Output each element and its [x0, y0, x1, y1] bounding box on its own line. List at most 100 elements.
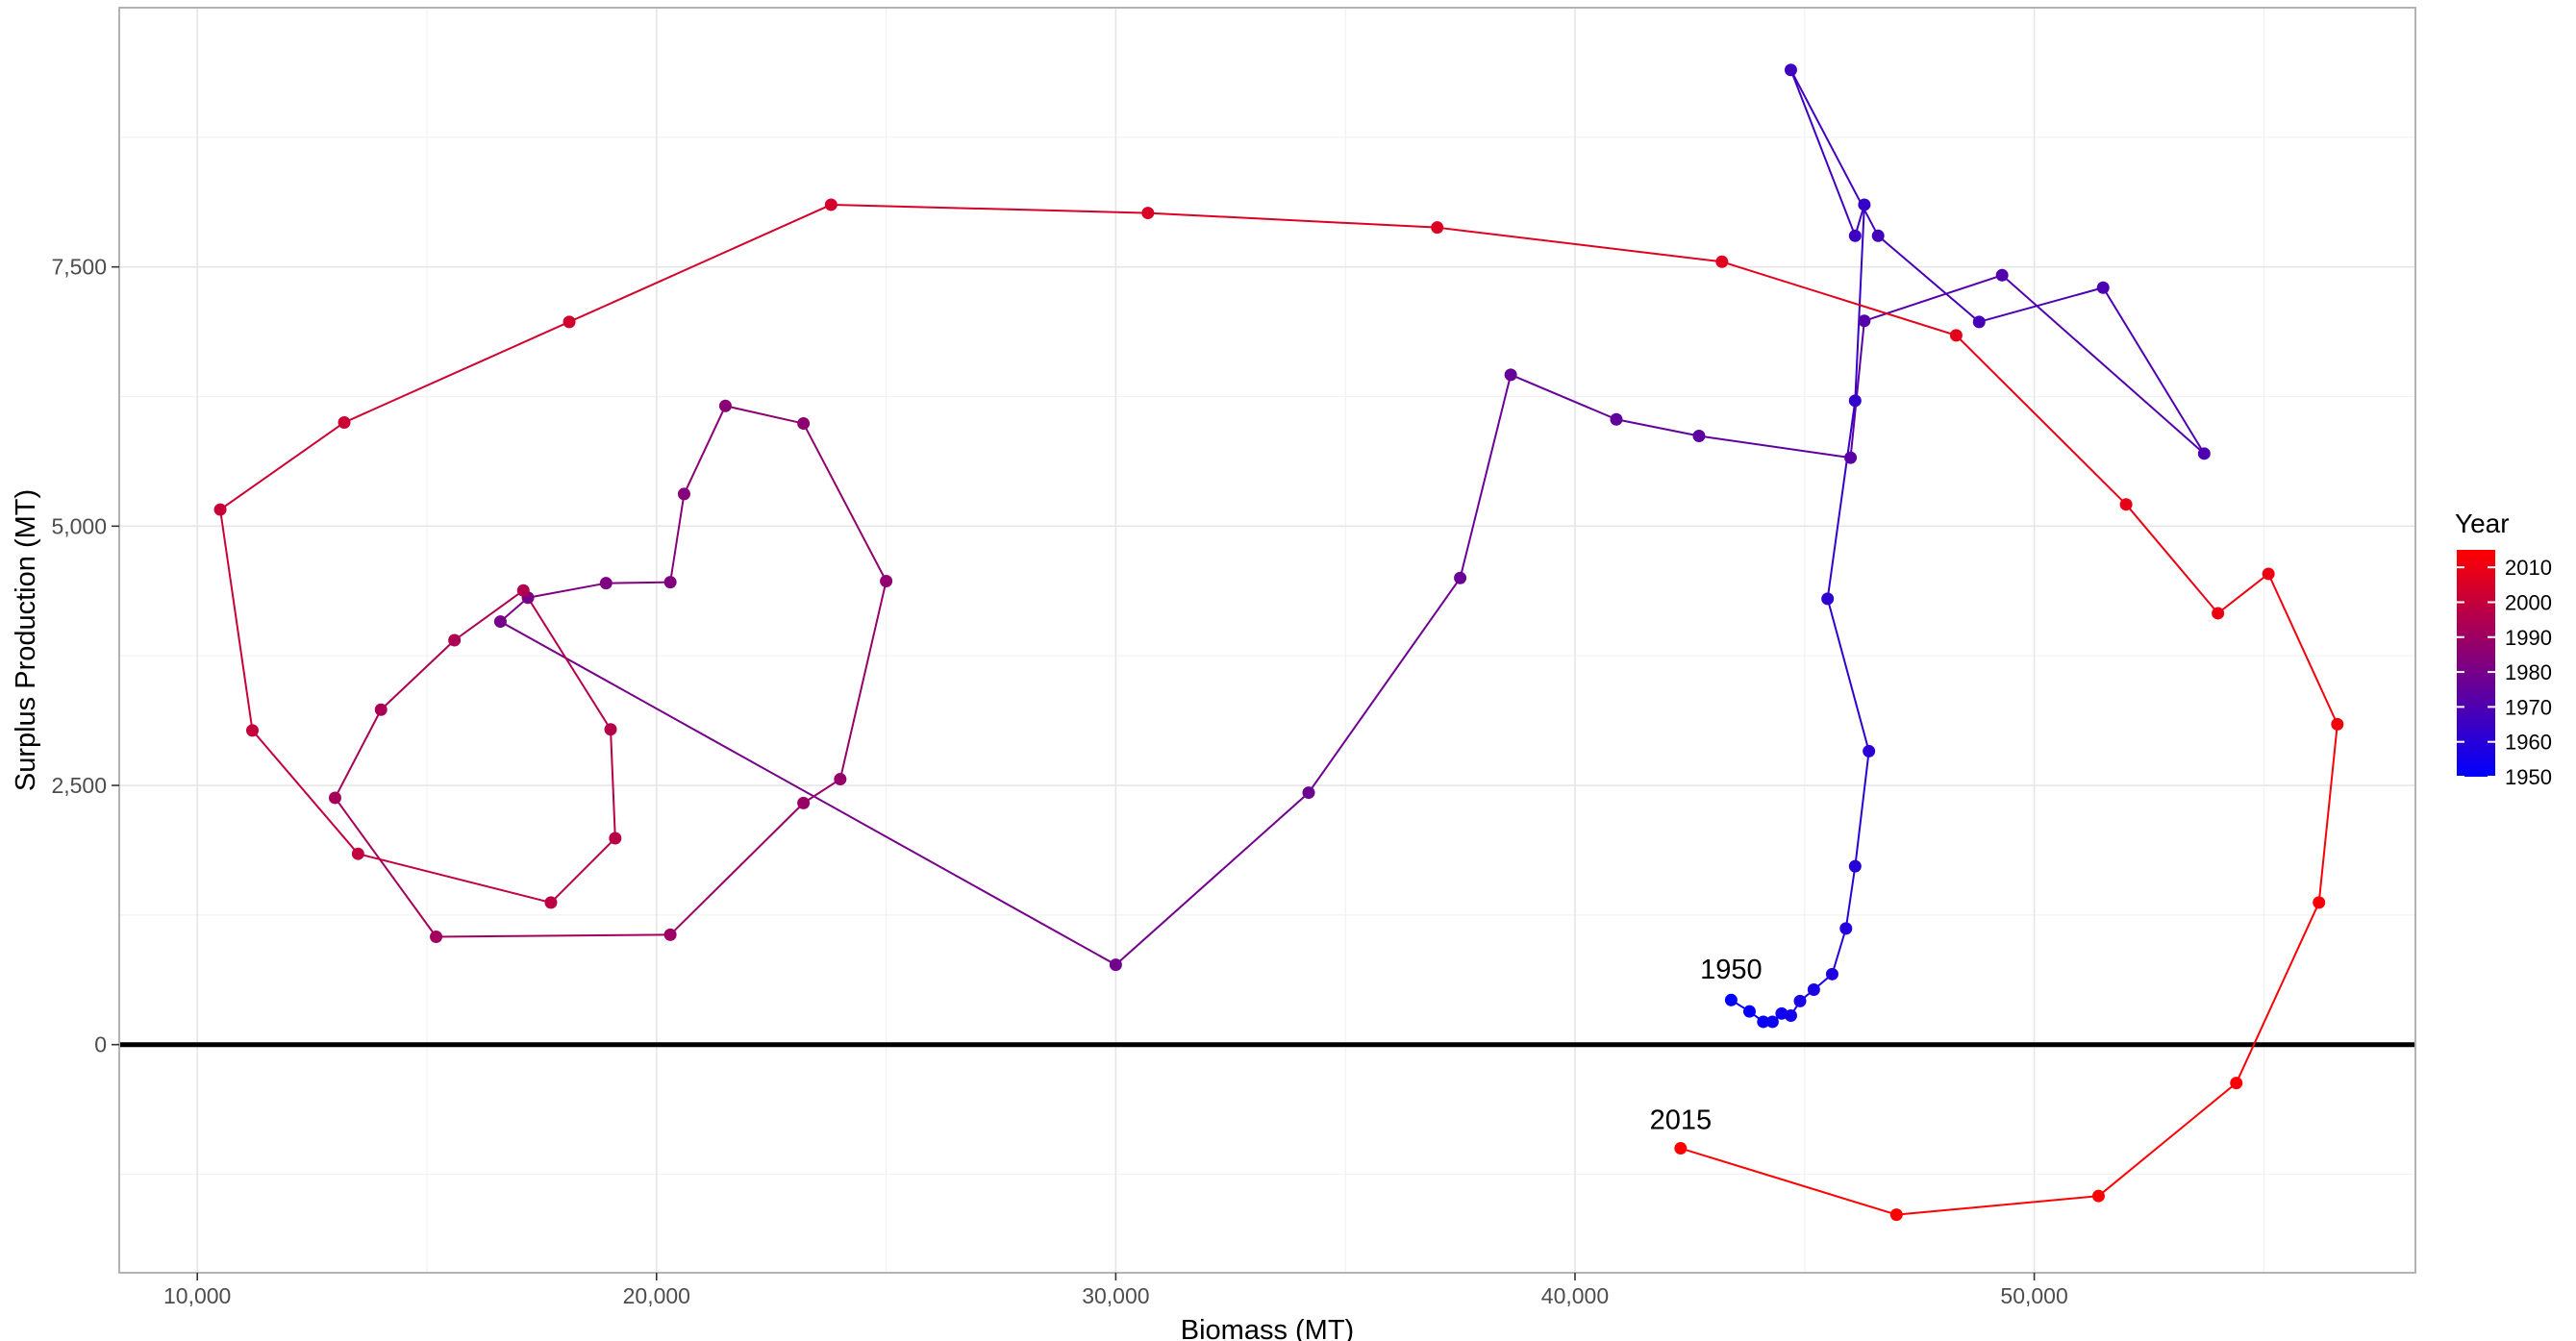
data-point: [1431, 221, 1444, 235]
trajectory-segment: [610, 729, 616, 839]
data-point: [1141, 207, 1155, 220]
trajectory-segment: [683, 405, 727, 495]
legend-tick-label: 2000: [2505, 590, 2552, 614]
trajectory-segment: [1615, 418, 1700, 437]
trajectory-segment: [831, 203, 1148, 214]
trajectory-segment: [380, 639, 456, 710]
data-point: [338, 415, 351, 429]
trajectory-segment: [1437, 226, 1722, 263]
color-legend: Year 1950 1960 1970 1980 1990 2000 2010: [2455, 509, 2552, 789]
trajectory-segment: [1831, 928, 1847, 975]
data-points: [213, 63, 2344, 1222]
trajectory-segment: [219, 509, 254, 731]
x-tick-label: 30,000: [1082, 1283, 1149, 1308]
trajectory-segment: [334, 797, 438, 938]
trajectory-segment: [1308, 577, 1462, 794]
trajectory-segment: [343, 320, 570, 424]
data-point: [2230, 1077, 2243, 1090]
trajectory-segment: [725, 405, 804, 425]
y-axis-ticks: 0 2,500 5,000 7,500: [51, 255, 119, 1057]
data-point: [1848, 229, 1862, 242]
trajectory-segment: [219, 421, 345, 510]
data-point: [2119, 498, 2133, 511]
data-point: [1844, 451, 1858, 464]
x-tick-label: 20,000: [623, 1283, 690, 1308]
year-annotation: 2015: [1650, 1105, 1713, 1136]
data-point: [1858, 198, 1871, 211]
data-point: [677, 487, 690, 501]
data-point: [351, 847, 364, 860]
data-point: [1757, 1015, 1770, 1029]
trajectory-segment: [1849, 320, 1865, 459]
trajectory-segment: [803, 778, 841, 805]
trajectory-segment: [1721, 261, 1957, 336]
y-tick-label: 7,500: [51, 255, 107, 280]
data-point: [1454, 571, 1467, 584]
data-point: [1504, 368, 1517, 382]
data-point: [797, 796, 811, 809]
y-tick-label: 5,000: [51, 513, 107, 538]
x-axis-ticks: 10,000 20,000 30,000 40,000 50,000: [163, 1273, 2068, 1308]
x-axis-title: Biomass (MT): [1181, 1315, 1354, 1341]
trajectory-segment: [1955, 335, 2127, 506]
data-point: [563, 315, 576, 329]
data-point: [663, 928, 677, 941]
trajectory-segment: [1698, 435, 1851, 459]
trajectory-segment: [1854, 204, 1865, 401]
trajectory-segment: [802, 423, 888, 582]
trajectory-segment: [669, 802, 805, 936]
data-point: [663, 576, 677, 589]
legend-tick-label: 1990: [2505, 626, 2552, 650]
data-point: [834, 773, 847, 786]
data-point: [448, 633, 462, 647]
trajectory-segment: [454, 589, 524, 641]
data-point: [2331, 717, 2344, 731]
trajectory-segment: [1147, 211, 1438, 229]
data-point: [1784, 63, 1797, 77]
trajectory-segment: [1826, 400, 1857, 599]
legend-tick-label: 1950: [2505, 765, 2552, 789]
data-point: [1715, 255, 1729, 268]
data-point: [2197, 447, 2211, 460]
data-point: [1821, 592, 1835, 606]
data-point: [246, 724, 260, 737]
trajectory-segment: [1680, 1147, 1897, 1216]
minor-gridlines: [119, 8, 2415, 1273]
trajectory-segment: [499, 620, 1116, 966]
data-point: [609, 832, 622, 845]
data-point: [328, 791, 341, 805]
data-point: [213, 503, 227, 516]
trajectory-segment: [550, 837, 616, 904]
legend-ticks: 1950 1960 1970 1980 1990 2000 2010: [2457, 556, 2552, 789]
y-axis-title: Surplus Production (MT): [11, 489, 41, 791]
data-point: [599, 577, 613, 590]
data-point: [516, 584, 530, 597]
trajectory-segment: [1877, 235, 1980, 323]
trajectory-segment: [1114, 791, 1310, 966]
data-point: [1807, 983, 1820, 997]
data-point: [1972, 315, 1986, 329]
data-point: [2313, 896, 2326, 909]
data-point: [544, 896, 558, 909]
trajectory-segment: [2317, 724, 2338, 904]
data-point: [797, 417, 811, 431]
trajectory-segment: [527, 582, 607, 599]
legend-tick-label: 1980: [2505, 660, 2552, 684]
data-point: [1848, 859, 1862, 873]
data-point: [1825, 967, 1838, 981]
y-tick-label: 0: [94, 1032, 107, 1057]
trajectory-segment: [1789, 69, 1857, 236]
data-point: [430, 931, 443, 944]
trajectory-segment: [358, 853, 552, 904]
trajectory-segment: [1459, 374, 1513, 579]
x-tick-label: 10,000: [163, 1283, 231, 1308]
trajectory-segment: [1896, 1195, 2099, 1216]
trajectory-segment: [334, 708, 383, 799]
year-annotation: 1950: [1700, 955, 1763, 985]
data-point: [1949, 329, 1963, 342]
data-point: [718, 399, 732, 412]
data-point: [2096, 281, 2110, 294]
legend-title: Year: [2455, 509, 2510, 538]
plot-panel: [119, 8, 2415, 1273]
data-point: [374, 703, 388, 716]
